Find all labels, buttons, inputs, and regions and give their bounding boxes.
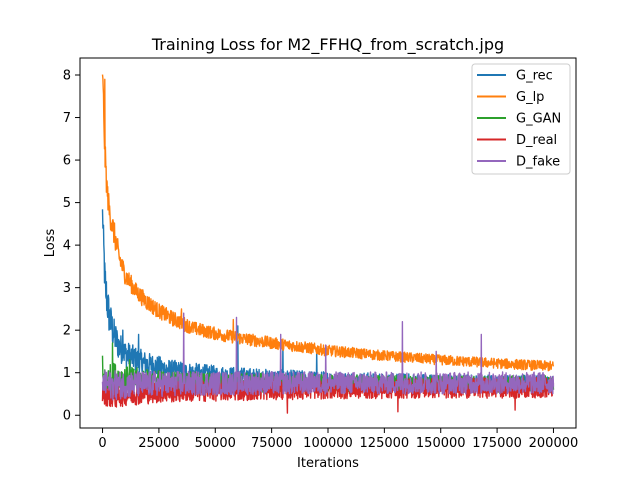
y-tick-label: 7 [63,111,71,126]
x-tick-label: 0 [98,436,106,451]
x-axis: 0 25000 50000 75000 100000 125000 150000 175000… [98,428,578,451]
x-tick-label: 25000 [138,436,179,451]
legend-label: G_rec [516,69,553,84]
y-tick-label: 5 [63,196,71,211]
legend-label: G_lp [516,90,544,105]
series-line-d-fake [101,312,555,401]
x-tick-label: 100000 [303,436,353,451]
x-axis-label: Iterations [297,456,359,471]
x-tick-label: 175000 [472,436,522,451]
x-tick-label: 200000 [529,436,579,451]
legend: G_rec G_lp G_GAN D_real D_fake [471,63,571,175]
y-axis-label: Loss [43,229,58,258]
legend-label: D_real [516,133,557,148]
y-tick-label: 0 [63,409,71,424]
y-tick-label: 1 [63,366,71,381]
y-axis: 0 1 2 3 4 5 6 7 8 [63,69,80,424]
legend-box [471,63,571,175]
y-tick-label: 4 [63,239,71,254]
legend-label: D_fake [516,155,560,170]
series-layer [101,74,555,414]
x-tick-label: 150000 [416,436,466,451]
legend-label: G_GAN [516,112,561,127]
x-tick-label: 125000 [360,436,410,451]
chart-title: Training Loss for M2_FFHQ_from_scratch.j… [151,35,504,55]
x-tick-label: 75000 [251,436,292,451]
y-tick-label: 8 [63,69,71,84]
y-tick-label: 2 [63,324,71,339]
y-tick-label: 6 [63,154,71,169]
x-tick-label: 50000 [195,436,236,451]
series-line-g-lp [101,74,555,372]
y-tick-label: 3 [63,281,71,296]
